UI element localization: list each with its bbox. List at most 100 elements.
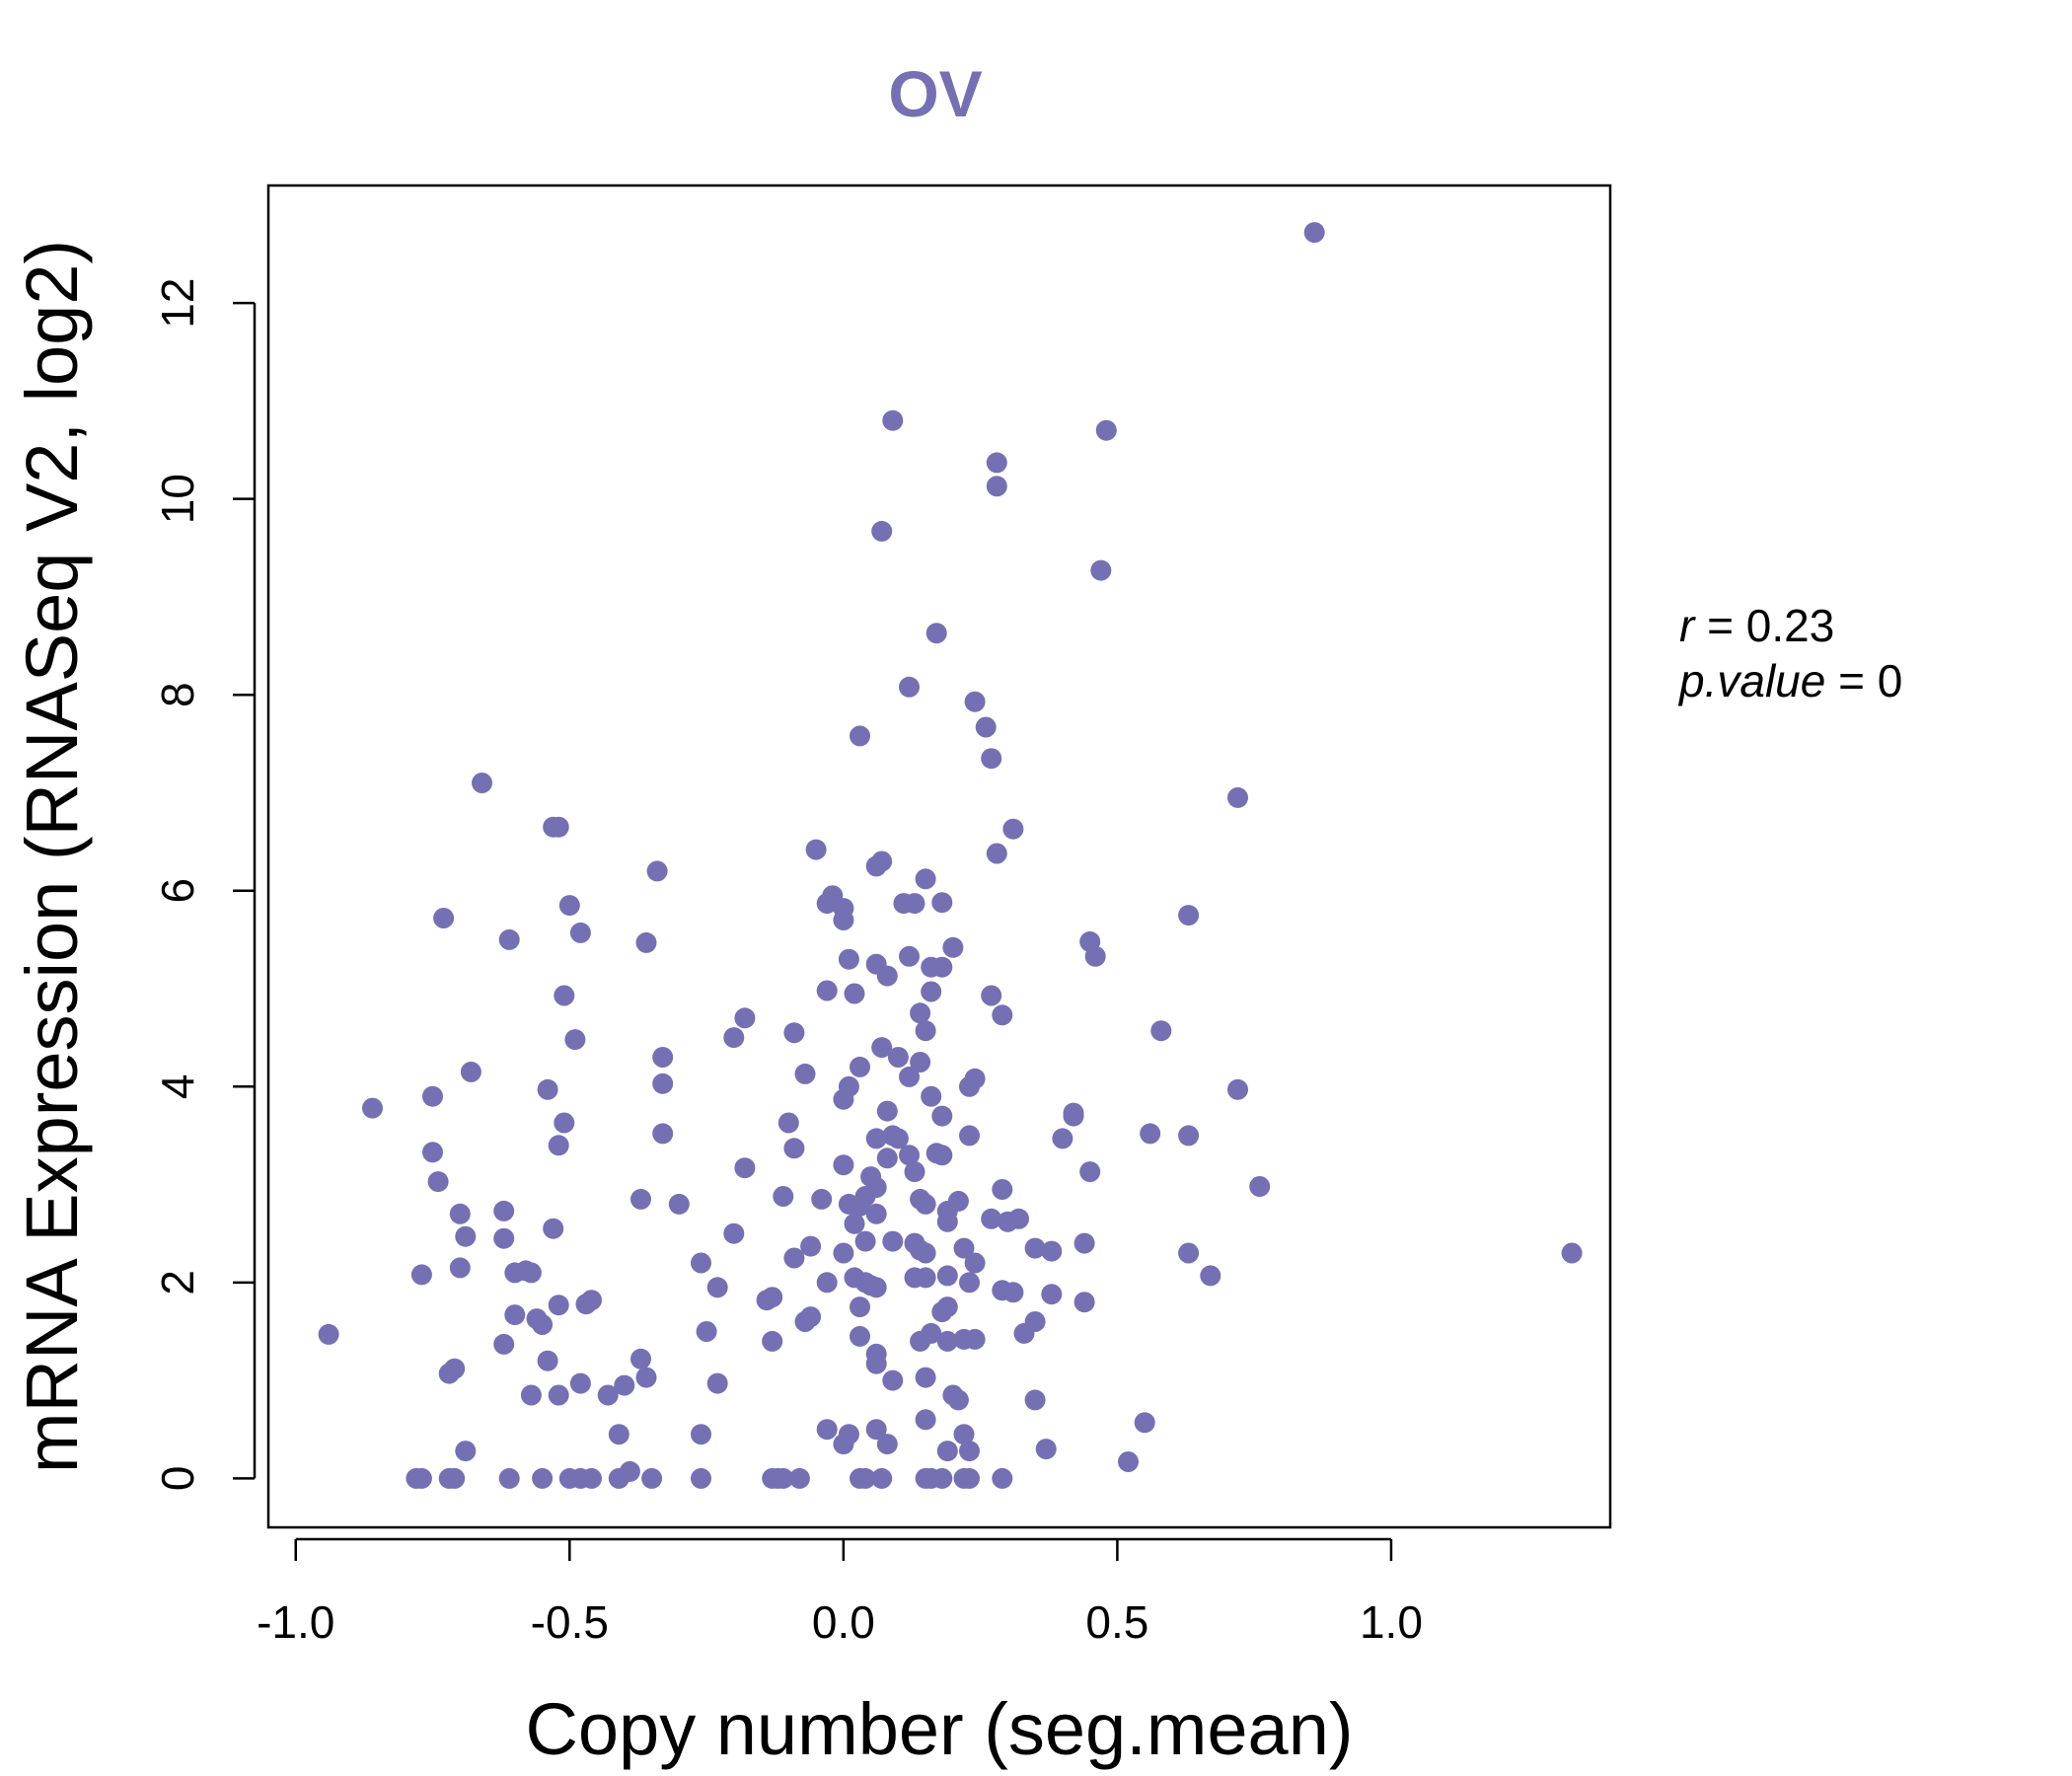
data-point (630, 1188, 651, 1210)
data-point (652, 1073, 674, 1094)
y-axis-title: mRNA Expression (RNASeq V2, log2) (11, 240, 93, 1473)
data-point (783, 1247, 805, 1269)
data-point (1178, 1242, 1200, 1264)
data-point (564, 1029, 586, 1051)
data-point (362, 1097, 383, 1119)
data-point (706, 1372, 728, 1394)
data-point (537, 1350, 558, 1371)
data-point (635, 931, 657, 953)
data-point (936, 1441, 958, 1462)
data-point (504, 1304, 526, 1326)
data-point (1013, 1322, 1035, 1344)
data-point (1227, 786, 1248, 808)
data-point (887, 1047, 909, 1068)
data-point (1073, 1292, 1095, 1313)
data-point (548, 1295, 569, 1316)
chart-title: OV (888, 57, 982, 130)
data-point (455, 1225, 477, 1247)
data-point (964, 1252, 986, 1274)
data-point (816, 893, 838, 915)
data-point (532, 1314, 554, 1335)
x-tick-label: 0.5 (1085, 1596, 1148, 1648)
data-point (981, 985, 1002, 1006)
data-point (1178, 905, 1200, 926)
data-point (1063, 1102, 1084, 1124)
data-point (410, 1467, 432, 1489)
data-point (959, 1467, 980, 1489)
data-point (936, 1265, 958, 1287)
data-point (964, 691, 986, 712)
data-point (1249, 1176, 1271, 1197)
data-point (1041, 1240, 1063, 1262)
data-point (581, 1467, 602, 1489)
y-tick-label: 2 (152, 1270, 203, 1295)
data-point (959, 1272, 980, 1294)
data-point (1561, 1242, 1583, 1264)
data-point (1150, 1020, 1172, 1042)
data-point (992, 1467, 1013, 1489)
data-point (975, 716, 997, 738)
data-point (904, 1267, 925, 1289)
data-point (899, 1145, 920, 1166)
data-point (800, 1235, 822, 1257)
data-point (1140, 1123, 1161, 1145)
data-point (1041, 1284, 1063, 1305)
data-point (444, 1467, 466, 1489)
data-point (811, 1188, 833, 1210)
data-point (844, 1213, 865, 1234)
data-point (854, 1467, 876, 1489)
data-point (850, 725, 870, 747)
data-point (882, 409, 904, 431)
r-statistic: r = 0.23 (1679, 600, 1834, 651)
data-point (1200, 1265, 1221, 1287)
data-point (548, 1135, 569, 1156)
correlation-annotation: r = 0.23 p.value = 0 (1677, 600, 1902, 706)
data-point (691, 1252, 711, 1274)
data-point (1024, 1237, 1046, 1259)
y-tick-label: 8 (152, 682, 203, 707)
data-point (854, 1230, 876, 1252)
data-point (871, 1037, 893, 1059)
data-point (554, 985, 575, 1006)
data-point (537, 1078, 558, 1100)
data-point (630, 1348, 651, 1369)
data-point (936, 1330, 958, 1352)
data-point (1008, 1208, 1029, 1229)
data-point (959, 1125, 980, 1147)
data-point (876, 1100, 898, 1122)
data-point (543, 1218, 564, 1239)
data-point (1178, 1125, 1200, 1147)
data-point (652, 1123, 674, 1145)
data-point (915, 1242, 936, 1264)
data-point (921, 1085, 942, 1107)
data-point (833, 1242, 854, 1264)
data-point (865, 1128, 887, 1149)
data-point (455, 1441, 477, 1462)
data-point (449, 1257, 471, 1279)
data-point (887, 1128, 909, 1149)
plot-area (266, 184, 1612, 1529)
data-point (1002, 818, 1024, 840)
data-point (723, 1027, 745, 1049)
data-point (1052, 1128, 1073, 1149)
data-point (1095, 419, 1117, 441)
data-point (777, 1112, 799, 1134)
data-point (964, 1328, 986, 1350)
data-point (899, 945, 920, 967)
data-point (1035, 1439, 1057, 1460)
data-point (756, 1290, 777, 1311)
data-point (1090, 559, 1112, 581)
data-point (931, 1301, 953, 1323)
data-point (608, 1424, 629, 1445)
data-point (986, 452, 1007, 474)
data-point (449, 1203, 471, 1224)
data-point (783, 1138, 805, 1159)
data-point (876, 965, 898, 987)
data-point (597, 1384, 619, 1406)
data-point (838, 948, 859, 970)
data-point (723, 1222, 745, 1244)
data-point (876, 1147, 898, 1169)
data-point (910, 1330, 931, 1352)
data-point (1073, 1232, 1095, 1254)
data-point (871, 1467, 893, 1489)
